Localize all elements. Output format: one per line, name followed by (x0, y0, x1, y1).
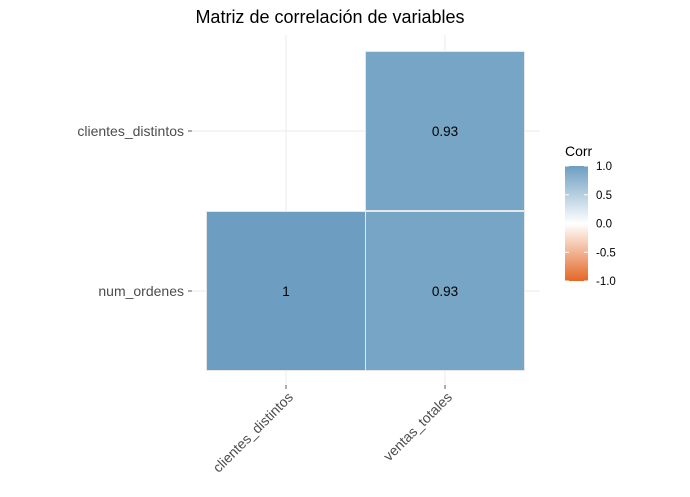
heatmap-cells (206, 51, 525, 371)
x-tick-label: ventas_totales (380, 389, 455, 464)
heatmap-cell (206, 211, 366, 371)
heatmap-cell-labels: 1 0.93 0.93 (282, 124, 458, 299)
legend-ticks: 1.0 0.5 0.0 -0.5 -1.0 (565, 161, 616, 288)
legend-tick-label: 0.5 (596, 190, 612, 202)
legend-tick-label: -1.0 (596, 276, 616, 288)
legend-tick-label: -0.5 (596, 247, 616, 259)
y-tick-label: clientes_distintos (77, 123, 184, 139)
heatmap-cell (365, 211, 525, 371)
chart-title: Matriz de correlación de variables (195, 7, 464, 27)
legend-colorbar (565, 166, 588, 281)
legend-tick-label: 0.0 (596, 219, 612, 231)
cell-value-label: 0.93 (432, 284, 458, 299)
cell-value-label: 1 (282, 284, 290, 299)
x-tick-label: clientes_distintos (209, 389, 296, 476)
x-axis: clientes_distintos ventas_totales (209, 385, 455, 476)
y-tick-label: num_ordenes (98, 283, 184, 299)
legend-title: Corr (565, 143, 593, 159)
legend: Corr 1.0 0.5 0.0 -0.5 -1.0 (565, 143, 616, 288)
cell-value-label: 0.93 (432, 124, 458, 139)
legend-tick-label: 1.0 (596, 161, 612, 173)
heatmap-cell (365, 51, 525, 211)
y-axis: num_ordenes clientes_distintos (77, 123, 192, 299)
